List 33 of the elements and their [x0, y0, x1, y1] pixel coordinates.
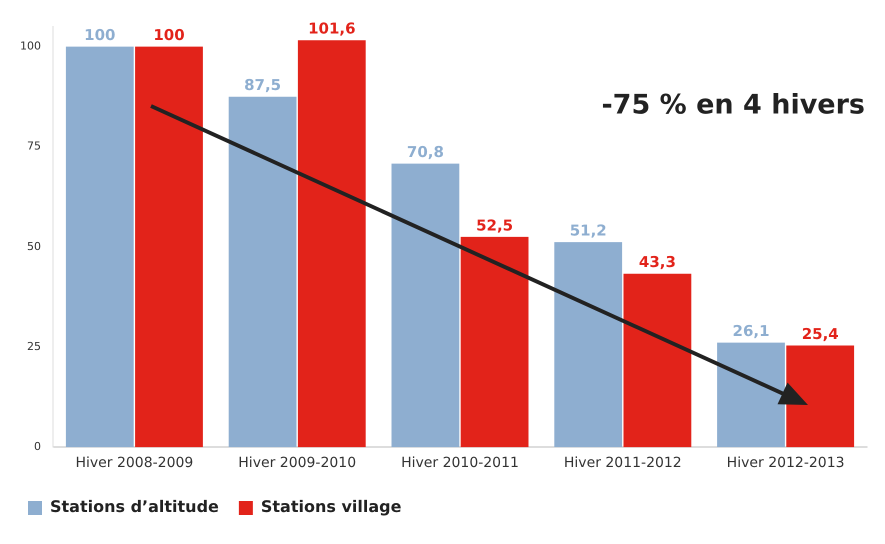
data-label: 52,5	[476, 216, 514, 234]
y-tick-label: 50	[26, 240, 41, 253]
data-label: 51,2	[570, 222, 607, 240]
y-tick-label: 75	[26, 140, 41, 153]
data-label: 87,5	[244, 76, 282, 94]
bar	[392, 164, 460, 448]
y-tick-label: 0	[34, 440, 41, 454]
bar	[717, 342, 785, 448]
bar	[298, 40, 366, 448]
legend-label: Stations village	[260, 497, 402, 516]
data-label: 101,6	[308, 20, 356, 38]
data-label: 26,1	[732, 322, 770, 340]
data-label: 100	[84, 26, 116, 44]
bar	[623, 274, 692, 448]
x-tick-label: Hiver 2009-2010	[238, 455, 356, 472]
y-tick-label: 25	[26, 340, 41, 353]
x-tick-label: Hiver 2011-2012	[564, 455, 682, 472]
data-label: 43,3	[638, 253, 676, 272]
annotation: -75 % en 4 hivers	[601, 90, 865, 121]
y-tick-label: 100	[20, 39, 41, 52]
bar	[66, 46, 134, 448]
x-tick-label: Hiver 2008-2009	[75, 455, 194, 472]
x-tick-label: Hiver 2012-2013	[726, 455, 845, 472]
data-label: 25,4	[802, 324, 839, 343]
legend-label: Stations d’altitude	[50, 497, 220, 516]
x-tick-label: Hiver 2010-2011	[401, 455, 519, 472]
bar	[554, 242, 622, 448]
data-label: 70,8	[406, 142, 444, 161]
bar	[135, 46, 203, 448]
data-label: 100	[153, 26, 185, 44]
bar	[228, 96, 297, 448]
bar	[786, 345, 854, 448]
bar	[460, 236, 528, 448]
